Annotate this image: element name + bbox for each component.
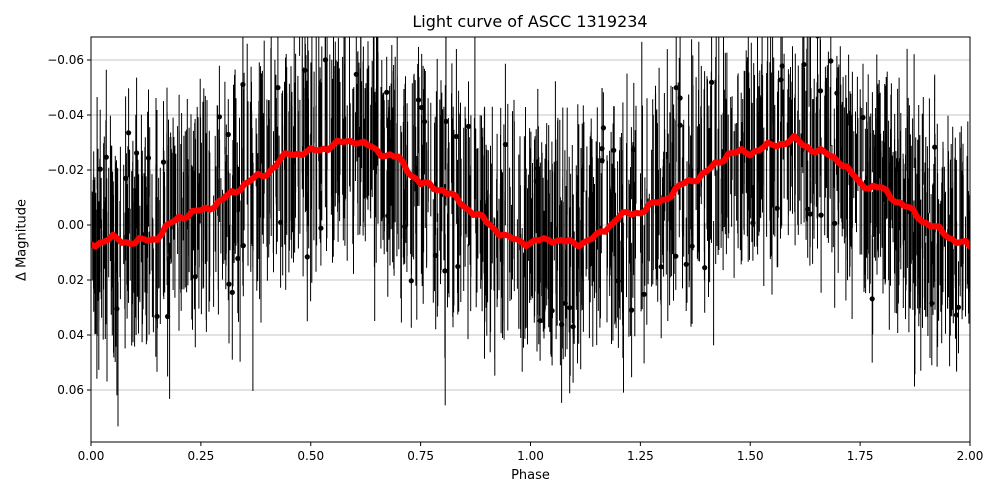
y-tick-label: 0.06 bbox=[57, 383, 84, 397]
x-tick-label: 1.25 bbox=[627, 449, 654, 463]
x-tick-label: 1.00 bbox=[517, 449, 544, 463]
x-tick-label: 1.50 bbox=[737, 449, 764, 463]
x-axis-ticks: 0.00 0.25 0.50 0.75 1.00 1.25 1.50 1.75 2.00 bbox=[78, 442, 984, 463]
y-tick-label: 0.00 bbox=[57, 218, 84, 232]
y-axis-ticks: −0.06 −0.04 −0.02 0.00 0.02 0.04 0.06 bbox=[47, 53, 91, 397]
y-tick-label: −0.06 bbox=[47, 53, 84, 67]
error-bars bbox=[91, 37, 970, 427]
y-tick-label: 0.02 bbox=[57, 273, 84, 287]
x-tick-label: 0.00 bbox=[78, 449, 105, 463]
data-points bbox=[97, 37, 962, 330]
x-tick-label: 2.00 bbox=[957, 449, 984, 463]
x-tick-label: 0.25 bbox=[188, 449, 215, 463]
y-tick-label: −0.04 bbox=[47, 108, 84, 122]
x-tick-label: 0.75 bbox=[407, 449, 434, 463]
binned-mean-line bbox=[91, 132, 970, 250]
y-tick-label: −0.02 bbox=[47, 163, 84, 177]
x-tick-label: 1.75 bbox=[847, 449, 874, 463]
chart-title: Light curve of ASCC 1319234 bbox=[412, 12, 648, 31]
x-axis-label: Phase bbox=[511, 468, 550, 483]
y-tick-label: 0.04 bbox=[57, 328, 84, 342]
x-tick-label: 0.50 bbox=[297, 449, 324, 463]
